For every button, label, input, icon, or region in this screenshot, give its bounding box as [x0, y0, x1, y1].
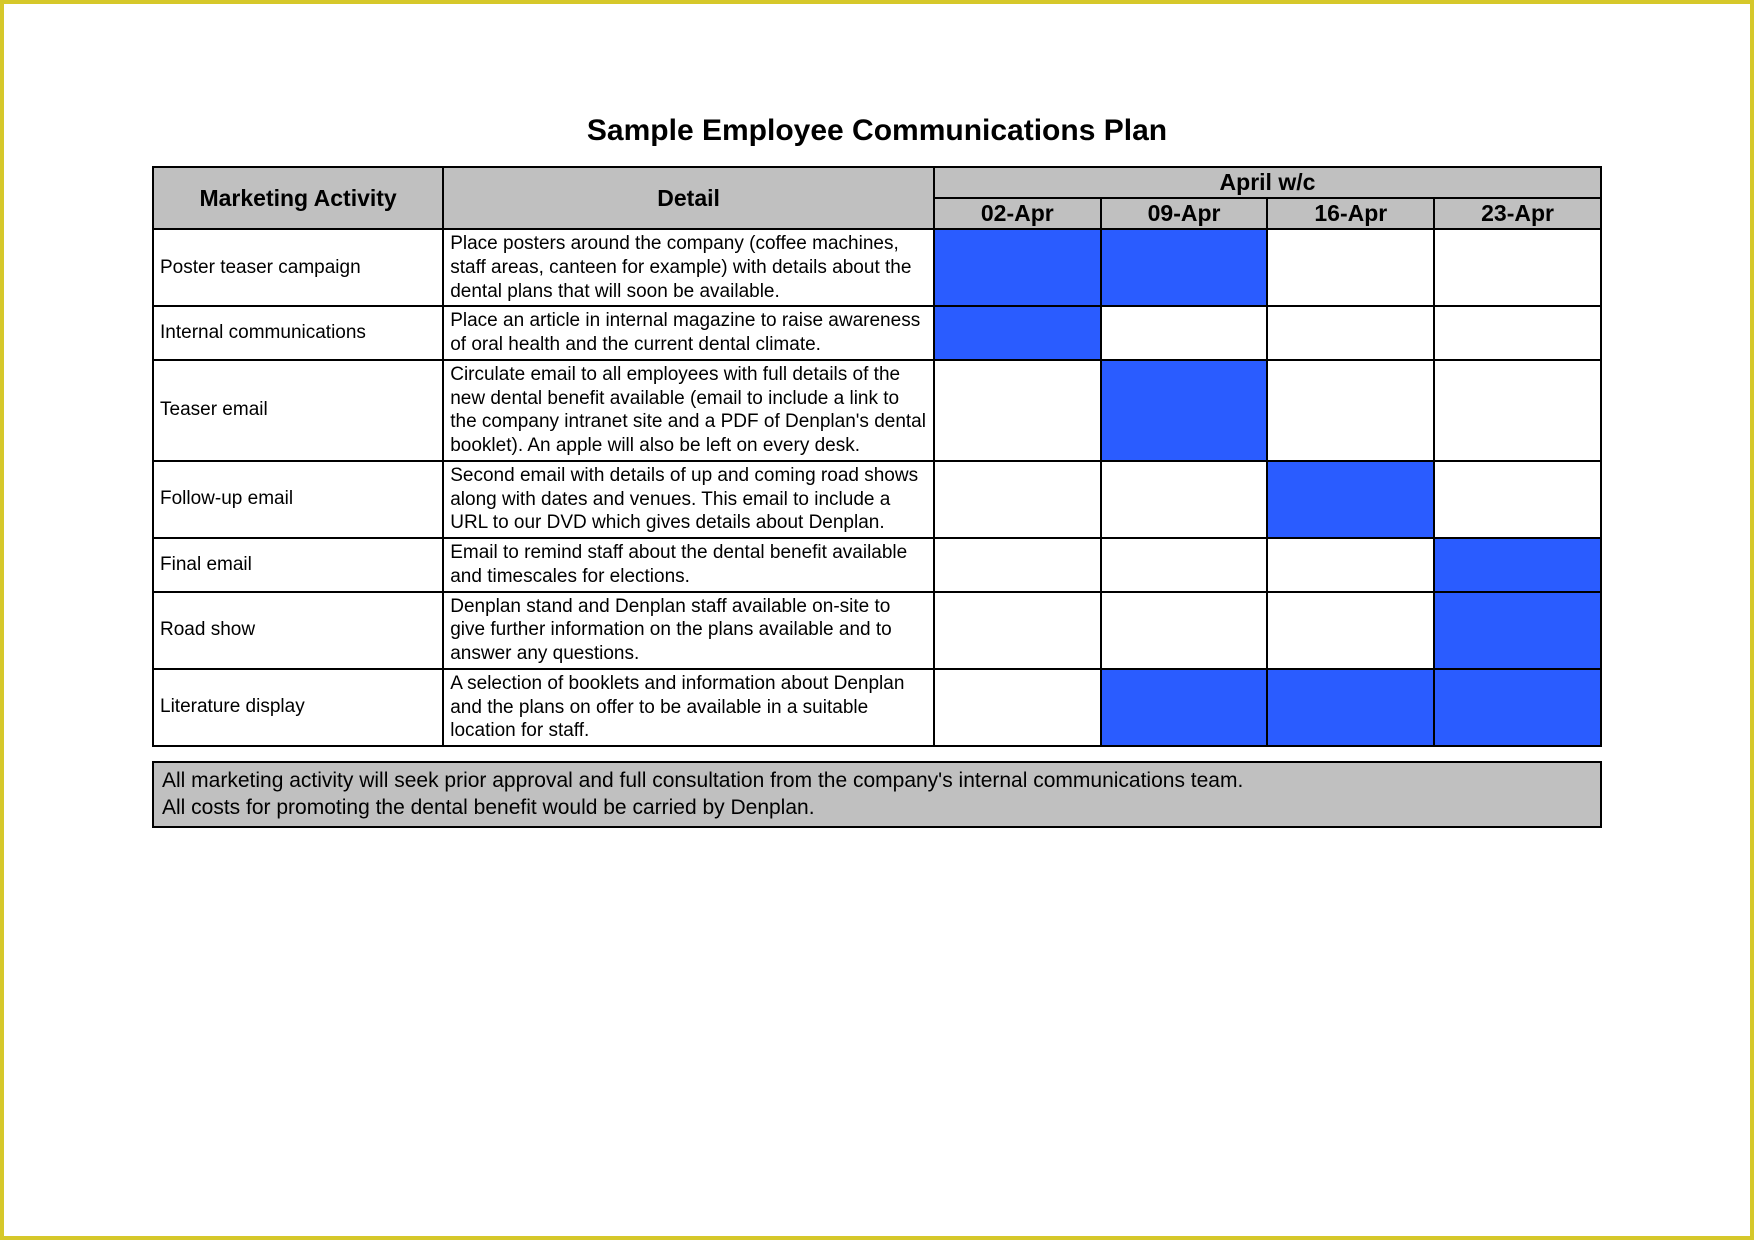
- table-header-row: Marketing Activity Detail April w/c: [153, 167, 1601, 198]
- cell-detail: Second email with details of up and comi…: [443, 461, 934, 538]
- footnote-box: All marketing activity will seek prior a…: [152, 761, 1602, 828]
- cell-activity: Teaser email: [153, 360, 443, 461]
- cell-week: [1267, 461, 1434, 538]
- col-header-week-2: 16-Apr: [1267, 198, 1434, 229]
- cell-week: [1434, 669, 1601, 746]
- page-frame: Sample Employee Communications Plan Mark…: [0, 0, 1754, 1240]
- cell-week: [934, 538, 1101, 592]
- cell-week: [934, 461, 1101, 538]
- cell-week: [1101, 306, 1268, 360]
- col-header-activity: Marketing Activity: [153, 167, 443, 229]
- page-title: Sample Employee Communications Plan: [152, 114, 1602, 148]
- cell-week: [934, 229, 1101, 306]
- cell-activity: Internal communications: [153, 306, 443, 360]
- cell-week: [934, 360, 1101, 461]
- cell-detail: Email to remind staff about the dental b…: [443, 538, 934, 592]
- cell-week: [1101, 461, 1268, 538]
- cell-week: [1267, 229, 1434, 306]
- col-header-week-1: 09-Apr: [1101, 198, 1268, 229]
- cell-week: [1267, 360, 1434, 461]
- table-row: Follow-up emailSecond email with details…: [153, 461, 1601, 538]
- col-header-week-3: 23-Apr: [1434, 198, 1601, 229]
- cell-week: [1267, 538, 1434, 592]
- cell-detail: Circulate email to all employees with fu…: [443, 360, 934, 461]
- cell-week: [934, 669, 1101, 746]
- cell-detail: Place posters around the company (coffee…: [443, 229, 934, 306]
- cell-week: [1434, 538, 1601, 592]
- cell-week: [1267, 306, 1434, 360]
- cell-week: [1434, 461, 1601, 538]
- col-header-week-0: 02-Apr: [934, 198, 1101, 229]
- footnote-line-1: All marketing activity will seek prior a…: [162, 767, 1592, 794]
- footnote-line-2: All costs for promoting the dental benef…: [162, 794, 1592, 821]
- cell-week: [1101, 360, 1268, 461]
- table-row: Poster teaser campaignPlace posters arou…: [153, 229, 1601, 306]
- cell-activity: Final email: [153, 538, 443, 592]
- cell-detail: A selection of booklets and information …: [443, 669, 934, 746]
- cell-week: [1434, 360, 1601, 461]
- cell-week: [1101, 538, 1268, 592]
- cell-week: [1434, 306, 1601, 360]
- cell-activity: Follow-up email: [153, 461, 443, 538]
- cell-week: [934, 306, 1101, 360]
- cell-week: [1267, 669, 1434, 746]
- table-row: Teaser emailCirculate email to all emplo…: [153, 360, 1601, 461]
- cell-activity: Literature display: [153, 669, 443, 746]
- col-header-detail: Detail: [443, 167, 934, 229]
- cell-week: [1101, 669, 1268, 746]
- table-row: Road showDenplan stand and Denplan staff…: [153, 592, 1601, 669]
- cell-detail: Place an article in internal magazine to…: [443, 306, 934, 360]
- table-row: Final emailEmail to remind staff about t…: [153, 538, 1601, 592]
- table-row: Literature displayA selection of booklet…: [153, 669, 1601, 746]
- cell-week: [1101, 592, 1268, 669]
- cell-detail: Denplan stand and Denplan staff availabl…: [443, 592, 934, 669]
- cell-week: [1434, 229, 1601, 306]
- cell-week: [1267, 592, 1434, 669]
- cell-activity: Poster teaser campaign: [153, 229, 443, 306]
- col-header-weeks-group: April w/c: [934, 167, 1601, 198]
- cell-week: [1434, 592, 1601, 669]
- cell-week: [1101, 229, 1268, 306]
- cell-week: [934, 592, 1101, 669]
- table-row: Internal communicationsPlace an article …: [153, 306, 1601, 360]
- plan-table: Marketing Activity Detail April w/c 02-A…: [152, 166, 1602, 747]
- cell-activity: Road show: [153, 592, 443, 669]
